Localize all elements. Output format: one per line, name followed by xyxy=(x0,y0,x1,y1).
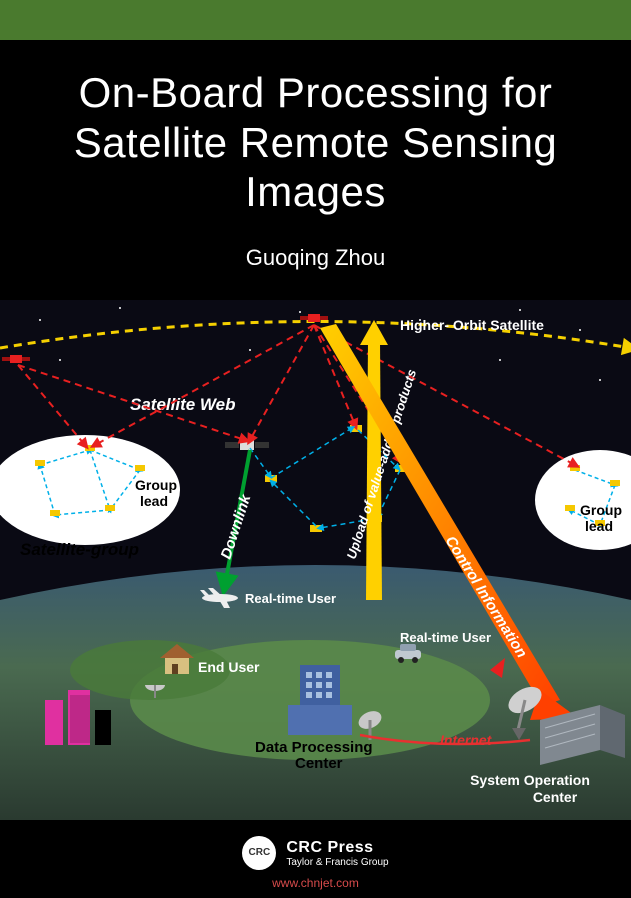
internet-label: Internet xyxy=(440,732,493,748)
watermark-text: www.chnjet.com xyxy=(0,876,631,890)
top-bar xyxy=(0,0,631,40)
publisher-tagline: Taylor & Francis Group xyxy=(286,857,388,868)
satellite-group-label: Satellite-group xyxy=(20,540,139,559)
rt-user2-label: Real-time User xyxy=(400,630,491,645)
higher-orbit-label: Higher- Orbit Satellite xyxy=(400,317,544,333)
crc-badge-icon: CRC xyxy=(242,836,276,870)
rt-user1-label: Real-time User xyxy=(245,591,336,606)
soc-label-2: Center xyxy=(533,789,578,805)
end-user-label: End User xyxy=(198,659,260,675)
book-title: On-Board Processing for Satellite Remote… xyxy=(30,68,601,217)
publisher-name: CRC Press xyxy=(286,839,388,857)
publisher-footer: CRC CRC Press Taylor & Francis Group xyxy=(0,836,631,870)
soc-label-1: System Operation xyxy=(470,772,590,788)
system-diagram: Higher- Orbit Satellite xyxy=(0,300,631,820)
title-block: On-Board Processing for Satellite Remote… xyxy=(0,40,631,227)
author-name: Guoqing Zhou xyxy=(0,245,631,271)
